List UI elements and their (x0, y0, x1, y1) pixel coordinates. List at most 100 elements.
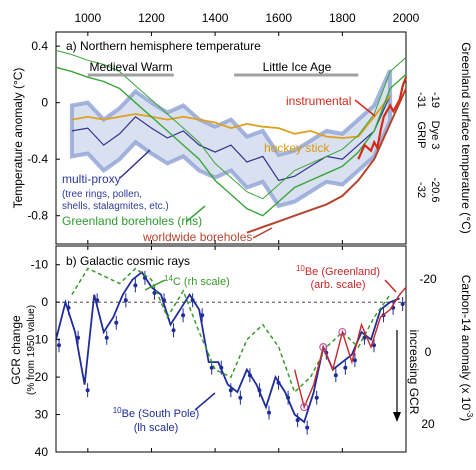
be-south-point-3 (85, 388, 90, 393)
panel-b-ylabel-unit: (% from 1950 value) (26, 305, 37, 395)
era-label-lia: Little Ice Age (263, 60, 332, 74)
annot-be-greenland: 10Be (Greenland) (296, 264, 380, 278)
annot-instrumental: instrumental (286, 94, 351, 108)
grip-tick-label-0: -31 (415, 92, 427, 108)
right-tick-label-b-1: 0 (425, 345, 432, 359)
y-tick-label-a-0: 0 (41, 96, 48, 110)
be-south-point-21 (257, 388, 262, 393)
series-greenland-boreholes-upper (55, 49, 407, 200)
x-tick-label-1200: 1200 (138, 11, 165, 25)
annot-greenland-boreholes: Greenland boreholes (rhs) (62, 214, 202, 228)
arrow-greenland (185, 205, 206, 223)
be-south-point-15 (200, 313, 205, 318)
annot-be-south-text: Be (South Pole) (122, 408, 200, 420)
panel-b-ylabel-right-close: ) (459, 417, 473, 421)
series-greenland-boreholes (55, 66, 407, 217)
be-south-point-22 (267, 410, 271, 415)
y-tick-label-b-20: 20 (35, 370, 49, 384)
annot-be-greenland-scale: (arb. scale) (310, 279, 365, 291)
be-south-point-9 (142, 275, 147, 280)
be-south-point-17 (219, 365, 224, 370)
y-tick-label-a--0.4: -0.4 (27, 152, 48, 166)
annot-be-south-sup: 10 (113, 406, 122, 415)
y-tick-label-a--0.8: -0.8 (27, 209, 48, 223)
be-south-point-36 (400, 302, 405, 307)
series-multiproxy (71, 95, 391, 182)
dye3-tick-label-1: -20.6 (429, 177, 441, 202)
arrow-multiproxy (119, 149, 151, 179)
be-greenland-marker-5 (338, 328, 347, 337)
arrow-worldwide (252, 227, 273, 239)
be-south-point-6 (114, 320, 119, 325)
be-south-point-7 (123, 298, 128, 303)
be-south-point-23 (276, 380, 281, 385)
be-south-point-26 (305, 425, 310, 430)
be-south-point-18 (228, 388, 233, 393)
be-south-point-30 (343, 365, 348, 370)
be-south-point-11 (162, 298, 166, 303)
be-south-point-13 (181, 313, 186, 318)
be-south-point-14 (190, 298, 195, 303)
increasing-gcr-arrow-head (393, 412, 401, 422)
panel-a-layer (55, 49, 408, 239)
y-tick-label-b--10: -10 (31, 258, 49, 272)
arrow-c14 (144, 279, 166, 291)
annot-be-south-scale: (lh scale) (134, 422, 179, 434)
panel-b-title: b) Galactic cosmic rays (66, 254, 190, 268)
be-south-point-19 (238, 395, 243, 400)
x-tick-label-1000: 1000 (74, 11, 101, 25)
be-south-point-8 (133, 283, 138, 288)
panel-a-frame (55, 31, 407, 245)
be-south-point-12 (171, 328, 176, 333)
annot-multiproxy: multi-proxy (62, 172, 121, 186)
x-tick-label-1800: 1800 (329, 11, 356, 25)
be-south-point-33 (372, 343, 376, 348)
x-tick-label-1600: 1600 (265, 11, 292, 25)
annot-multiproxy-note1: (tree rings, pollen, (62, 189, 142, 200)
panel-b-ylabel: GCR change (9, 315, 23, 385)
be-south-point-0 (57, 343, 61, 348)
multiproxy-band (69, 69, 393, 209)
be-south-point-29 (333, 373, 338, 378)
annot-hockey-stick: hockey stick (264, 141, 330, 155)
be-south-point-20 (247, 373, 252, 378)
panel-b-ylabel-right: Carbon-14 anomaly (x 10-3) (459, 275, 474, 422)
series-be-greenland (293, 286, 407, 410)
annot-c14-text: C (rh scale) (173, 276, 230, 288)
y-tick-label-b-0: 0 (41, 295, 48, 309)
dye3-header: Dye 3 (429, 121, 441, 150)
arrow-be-south (194, 392, 216, 411)
be-south-point-25 (295, 418, 300, 423)
right-tick-label-b-0: -20 (419, 272, 437, 286)
y-tick-label-b-10: 10 (35, 333, 49, 347)
be-south-point-16 (209, 365, 214, 370)
be-south-point-1 (66, 305, 71, 310)
y-tick-label-a-0.4: 0.4 (31, 39, 48, 53)
series-instrumental (357, 76, 408, 160)
x-tick-label-1400: 1400 (202, 11, 229, 25)
be-south-point-2 (76, 335, 81, 340)
series-worldwide-boreholes (246, 88, 407, 234)
be-south-point-24 (286, 395, 291, 400)
annot-c14: 14C (rh scale) (164, 274, 230, 288)
grip-header: GRIP (415, 122, 427, 149)
annot-c14-sup: 14 (164, 274, 173, 283)
arrow-instrumental (354, 99, 376, 117)
annot-multiproxy-note2: shells, stalagmites, etc.) (62, 201, 169, 212)
right-tick-label-b-2: 20 (421, 417, 435, 431)
annot-worldwide-boreholes: worldwide boreholes (142, 230, 252, 244)
y-tick-label-b-30: 30 (35, 408, 49, 422)
series-c14 (71, 267, 391, 394)
be-south-point-27 (314, 395, 319, 400)
be-south-point-5 (104, 335, 109, 340)
panel-b-layer (55, 267, 407, 435)
be-south-point-31 (352, 358, 357, 363)
be-south-point-10 (152, 290, 157, 295)
be-greenland-marker-3 (319, 343, 328, 352)
series-be-south-pole (55, 270, 400, 424)
x-tick-label-2000: 2000 (393, 11, 420, 25)
panel-b-ylabel-right-exp: -3 (465, 410, 474, 418)
panel-a-ylabel-right: Greenland surface temperature (°C) (459, 42, 473, 234)
